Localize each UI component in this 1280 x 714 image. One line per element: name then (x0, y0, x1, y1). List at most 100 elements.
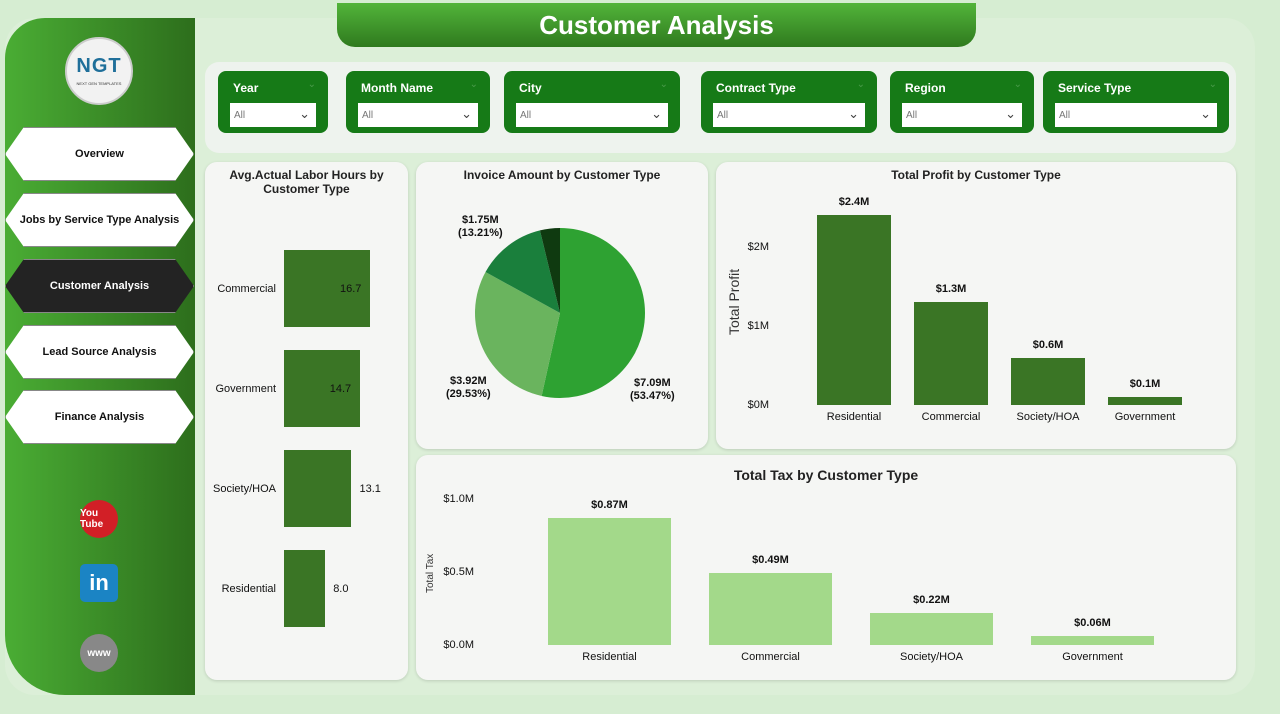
bar (870, 612, 993, 645)
dropdown-value: All (234, 110, 246, 121)
nav-item-finance-analysis[interactable]: Finance Analysis (5, 390, 194, 444)
chevron-down-icon: ⌄ (848, 106, 859, 121)
data-label: $1.3M (935, 283, 967, 296)
nav-item-customer-analysis[interactable]: Customer Analysis (5, 259, 194, 313)
category-label: Residential (582, 651, 637, 663)
category-label: Commercial (741, 651, 800, 663)
data-label: $0.87M (591, 498, 628, 511)
bar (1031, 636, 1154, 645)
chevron-down-icon: ⌄ (651, 106, 662, 121)
chevron-down-icon: ⌄ (659, 79, 668, 90)
pie-slice (485, 230, 560, 313)
filter-service-type: Service Type ⌄ All ⌄ (1043, 71, 1229, 133)
y-tick-label: $1.0M (443, 493, 474, 505)
filter-label: Region (905, 81, 946, 95)
pie-value: $3.92M (449, 375, 487, 387)
data-label: $2.4M (838, 196, 870, 209)
bar (914, 302, 988, 405)
chevron-down-icon: ⌄ (1200, 106, 1211, 121)
chevron-down-icon: ⌄ (307, 79, 316, 90)
bar (817, 215, 891, 405)
data-label: $0.6M (1032, 338, 1064, 351)
nav-item-overview[interactable]: Overview (5, 127, 194, 181)
pie-slice (541, 228, 645, 398)
category-label: Government (215, 383, 276, 395)
pie-data-label: $7.09M (53.47%) (630, 377, 675, 403)
pie-value: $7.09M (633, 377, 671, 389)
bar (284, 250, 370, 327)
bar (284, 350, 360, 427)
page-title: Customer Analysis (337, 3, 976, 47)
category-label: Government (1114, 411, 1176, 423)
pie-value: $1.75M (461, 214, 499, 226)
chart-title: Avg.Actual Labor Hours by Customer Type (229, 168, 384, 196)
filter-dropdown[interactable]: All ⌄ (713, 103, 865, 127)
bar (548, 517, 671, 645)
dropdown-value: All (1059, 110, 1071, 121)
filter-contract-type: Contract Type ⌄ All ⌄ (701, 71, 877, 133)
chevron-down-icon: ⌄ (856, 79, 865, 90)
globe-icon[interactable]: www (80, 634, 118, 672)
chevron-down-icon: ⌄ (1013, 79, 1022, 90)
youtube-icon[interactable]: You Tube (80, 500, 118, 538)
category-label: Society/HOA (213, 483, 276, 495)
chevron-down-icon: ⌄ (461, 106, 472, 121)
filter-label: Service Type (1058, 81, 1132, 95)
filter-label: Year (233, 81, 259, 95)
filter-label: Month Name (361, 81, 433, 95)
bar (1011, 357, 1085, 405)
dropdown-value: All (717, 110, 729, 121)
pie-slice (539, 228, 560, 313)
y-tick-label: $0.5M (443, 566, 474, 578)
linkedin-icon[interactable]: in (80, 564, 118, 602)
filter-label: City (519, 81, 542, 95)
chart-title: Total Tax by Customer Type (733, 467, 919, 483)
category-label: Society/HOA (1016, 411, 1080, 423)
filter-dropdown[interactable]: All ⌄ (230, 103, 316, 127)
category-label: Residential (221, 583, 276, 595)
filter-dropdown[interactable]: All ⌄ (358, 103, 478, 127)
pie-data-label: $3.92M (29.53%) (446, 375, 491, 401)
chevron-down-icon: ⌄ (1005, 106, 1016, 121)
filter-label: Contract Type (716, 81, 796, 95)
data-label: $0.49M (752, 554, 789, 567)
pie-slice (474, 272, 560, 396)
filter-month-name: Month Name ⌄ All ⌄ (346, 71, 490, 133)
dropdown-value: All (362, 110, 374, 121)
data-label: 8.0 (333, 583, 349, 595)
chevron-down-icon: ⌄ (469, 79, 478, 90)
pie-percent: (13.21%) (458, 227, 503, 239)
filter-dropdown[interactable]: All ⌄ (902, 103, 1022, 127)
category-label: Commercial (921, 411, 981, 423)
bar (1108, 397, 1182, 405)
data-label: $0.06M (1074, 617, 1111, 630)
filter-dropdown[interactable]: All ⌄ (516, 103, 668, 127)
data-label: 16.7 (340, 283, 362, 295)
bar (284, 450, 352, 527)
nav-item-jobs-by-service-type-analysis[interactable]: Jobs by Service Type Analysis (5, 193, 194, 247)
data-label: 13.1 (359, 483, 381, 495)
chart-title: Invoice Amount by Customer Type (463, 168, 661, 182)
y-axis-label: Total Tax (425, 553, 436, 593)
filter-year: Year ⌄ All ⌄ (218, 71, 328, 133)
category-label: Commercial (217, 283, 276, 295)
chevron-down-icon: ⌄ (299, 106, 310, 121)
y-tick-label: $0M (747, 399, 769, 411)
y-tick-label: $2M (747, 241, 769, 253)
chart-title: Total Profit by Customer Type (891, 168, 1061, 182)
y-tick-label: $1M (747, 320, 769, 332)
category-label: Government (1062, 651, 1123, 663)
data-label: $0.1M (1129, 378, 1161, 391)
bar (284, 550, 326, 627)
filter-dropdown[interactable]: All ⌄ (1055, 103, 1217, 127)
filter-region: Region ⌄ All ⌄ (890, 71, 1034, 133)
logo: NGT NEXT GEN TEMPLATES (65, 37, 133, 105)
chevron-down-icon: ⌄ (1208, 79, 1217, 90)
category-label: Society/HOA (900, 651, 963, 663)
nav-item-lead-source-analysis[interactable]: Lead Source Analysis (5, 325, 194, 379)
bar (709, 573, 832, 645)
category-label: Residential (826, 411, 882, 423)
dropdown-value: All (906, 110, 918, 121)
pie-data-label: $1.75M (13.21%) (458, 214, 503, 240)
